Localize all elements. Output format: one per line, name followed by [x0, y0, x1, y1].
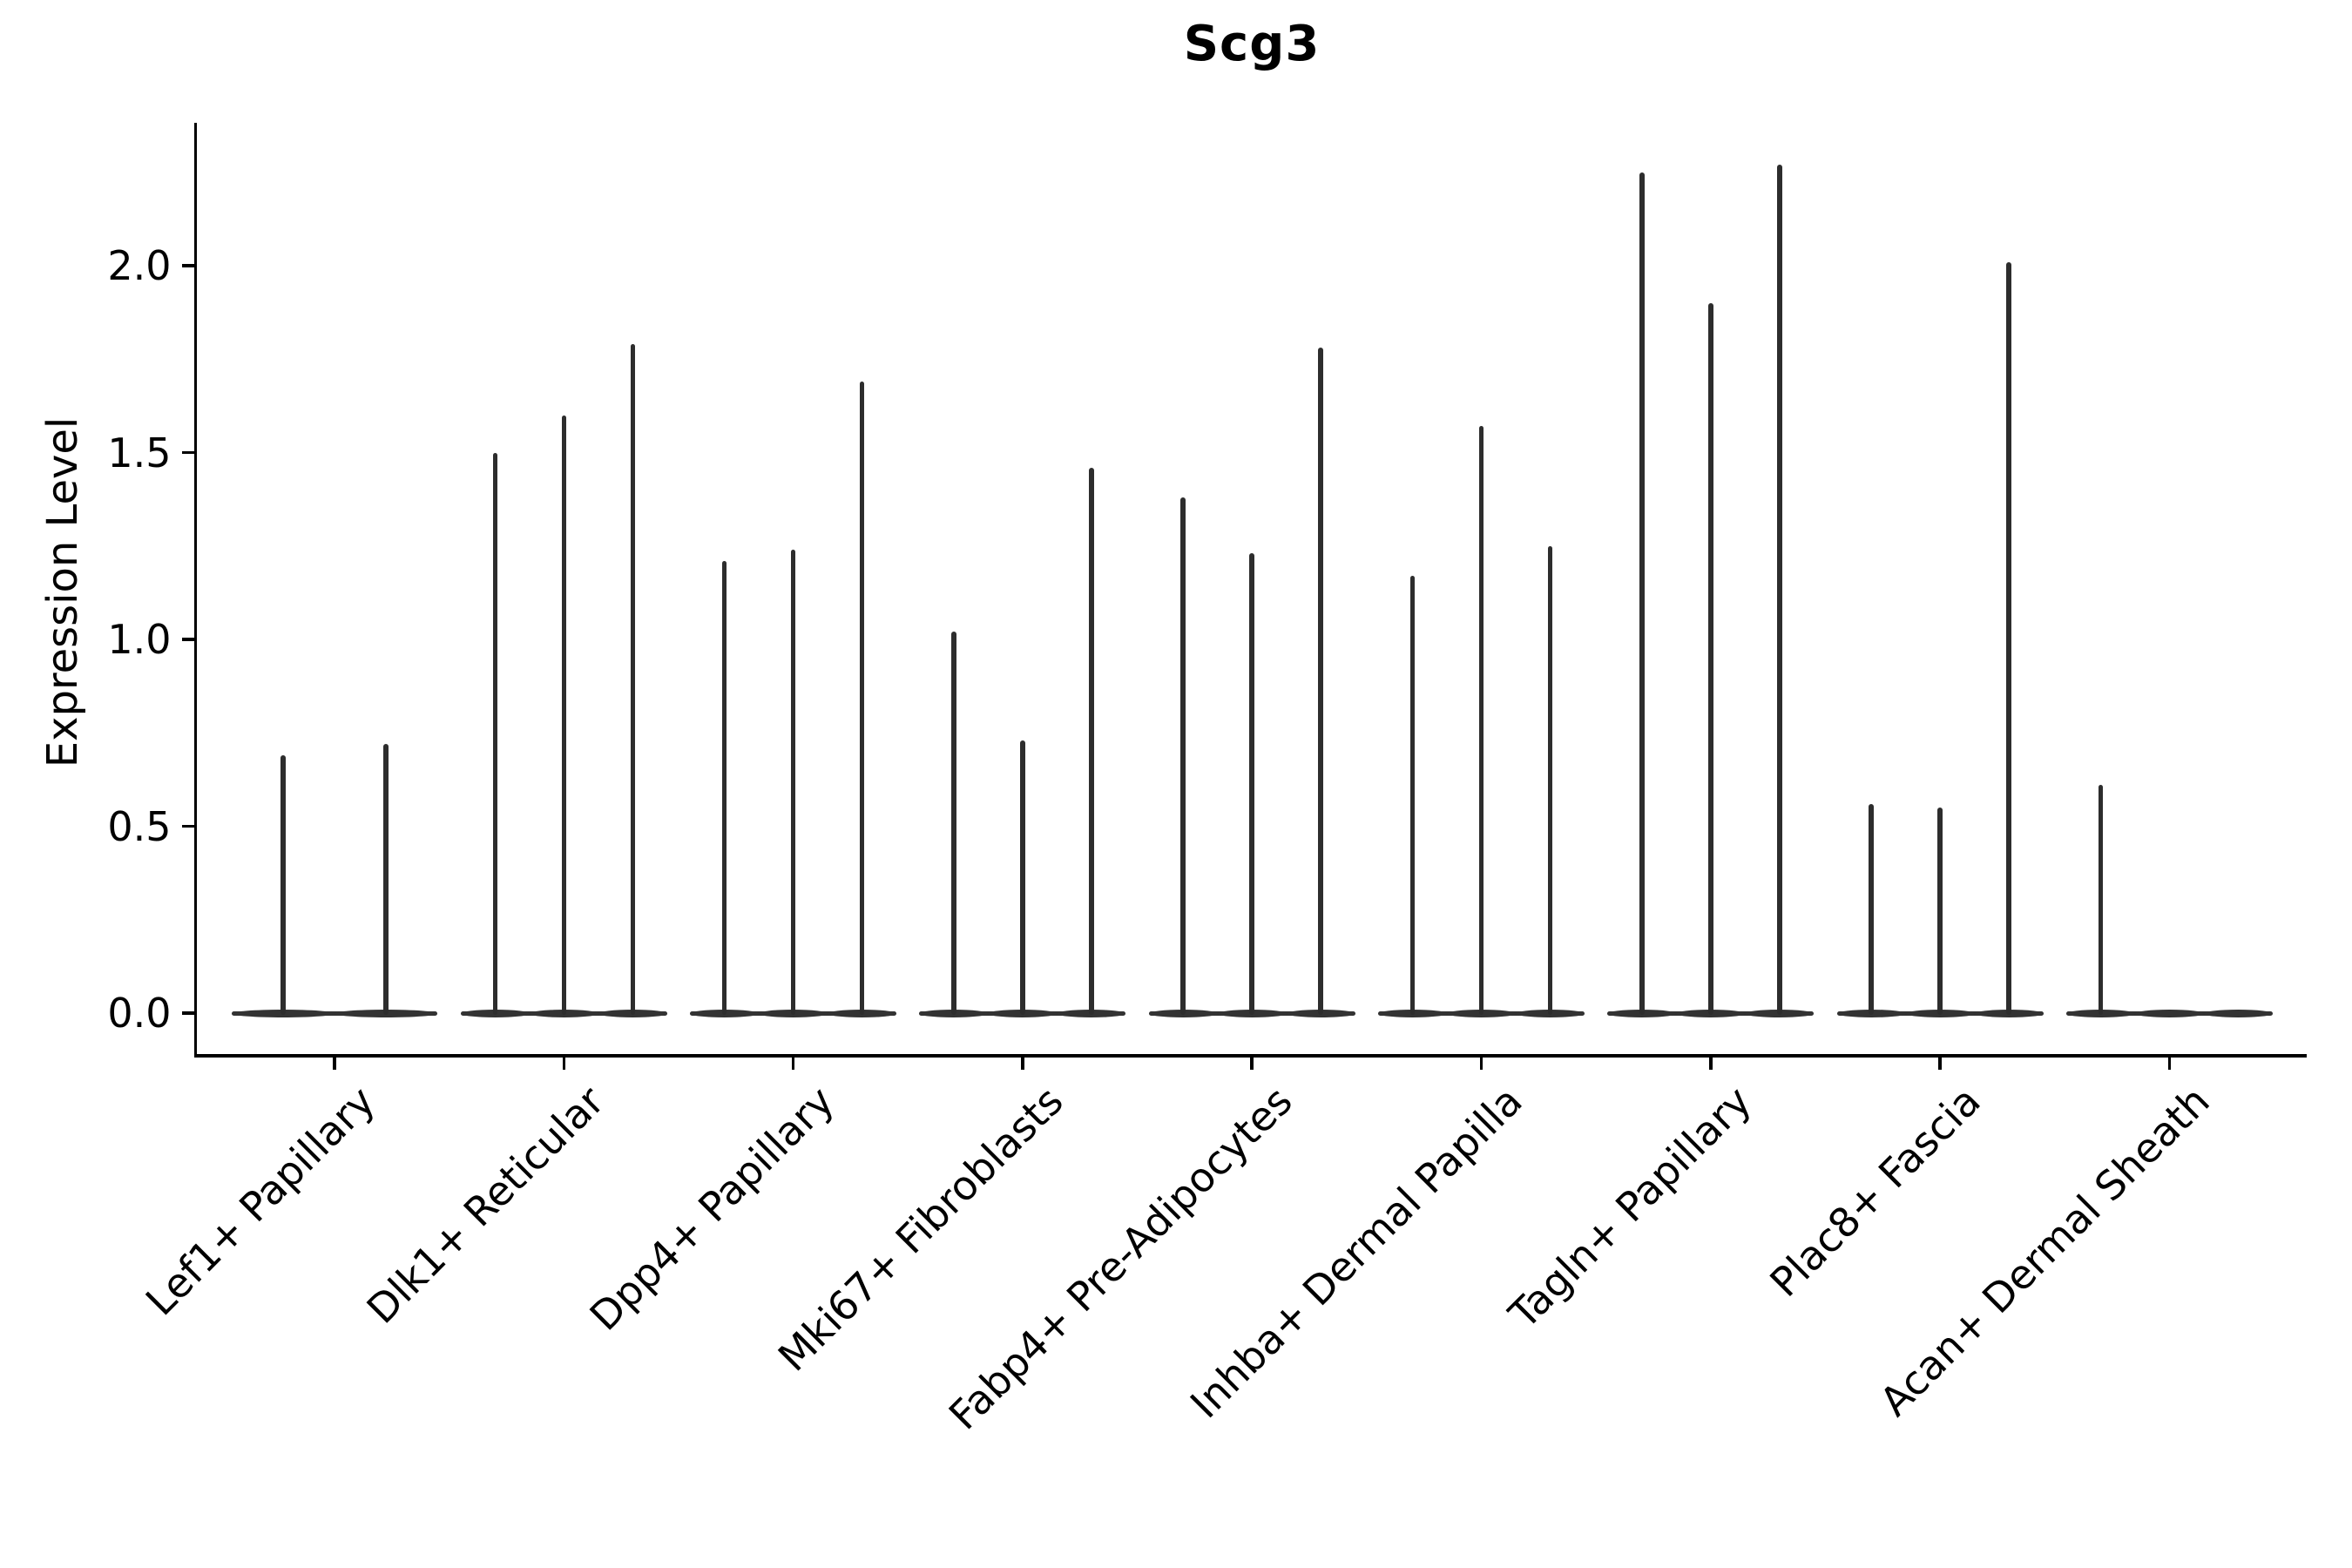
plot-title: Scg3: [1183, 16, 1321, 72]
x-tick: [333, 1057, 336, 1070]
x-tick: [1479, 1057, 1484, 1070]
violin-spike: [492, 452, 498, 1015]
y-tick-label: 2.0: [107, 242, 172, 289]
violin-spike: [1547, 545, 1553, 1015]
violin-spike: [1180, 497, 1186, 1015]
violin-spike: [721, 560, 727, 1015]
violin-spike: [1409, 576, 1416, 1015]
violin-spike: [1249, 553, 1254, 1015]
violin-body: [2203, 1009, 2273, 1017]
violin-spike: [1869, 803, 1874, 1015]
y-tick: [181, 638, 194, 641]
x-tick: [1709, 1057, 1713, 1070]
violin-spike: [951, 632, 956, 1015]
y-tick: [181, 1011, 194, 1015]
violin-spike: [2006, 261, 2011, 1015]
violin-body: [2134, 1009, 2204, 1017]
y-tick: [181, 824, 194, 828]
violin-spike: [1708, 302, 1713, 1015]
x-tick: [2167, 1057, 2172, 1070]
violin-spike: [859, 381, 865, 1015]
x-tick: [562, 1057, 566, 1070]
violin-zero-line: [231, 1010, 438, 1016]
violin-spike: [1639, 172, 1645, 1015]
y-tick-label: 0.5: [107, 802, 172, 850]
y-tick-label: 1.0: [107, 616, 172, 663]
y-tick-label: 1.5: [107, 429, 172, 476]
violin-spike: [383, 744, 389, 1015]
y-tick-label: 0.0: [107, 990, 172, 1037]
x-tick: [1250, 1057, 1254, 1070]
violin-spike: [1318, 348, 1323, 1015]
violin-spike: [1777, 165, 1782, 1015]
violin-spike: [2098, 785, 2104, 1015]
violin-spike: [1089, 467, 1094, 1015]
violin-spike: [630, 344, 636, 1015]
violin-spike: [790, 550, 796, 1015]
x-axis-spine: [193, 1054, 2307, 1058]
x-tick: [791, 1057, 795, 1070]
violin-spike: [1020, 740, 1025, 1015]
violin-spike: [1478, 426, 1484, 1015]
y-tick: [181, 450, 194, 455]
violin-spike: [280, 754, 286, 1015]
x-tick: [1938, 1057, 1942, 1070]
y-axis-spine: [193, 123, 197, 1058]
y-tick: [181, 264, 194, 267]
violin-spike: [1937, 808, 1943, 1015]
x-tick: [1021, 1057, 1024, 1070]
violin-spike: [561, 415, 567, 1015]
